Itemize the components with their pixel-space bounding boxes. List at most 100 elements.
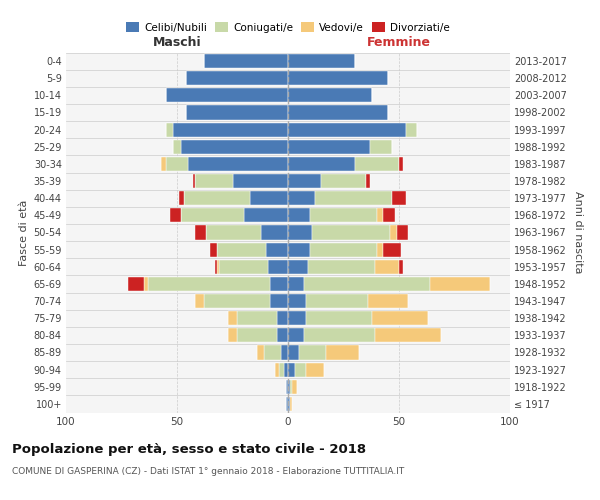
Bar — [377, 208, 383, 222]
Bar — [288, 362, 295, 376]
Bar — [184, 191, 250, 205]
Bar — [288, 346, 299, 360]
Bar — [366, 174, 370, 188]
Bar — [288, 277, 304, 291]
Bar — [270, 277, 288, 291]
Bar — [263, 346, 281, 360]
Bar — [306, 294, 368, 308]
Bar — [228, 311, 237, 325]
Bar — [215, 260, 217, 274]
Bar — [288, 140, 370, 154]
Bar — [161, 157, 166, 171]
Bar — [195, 174, 233, 188]
Bar — [195, 226, 206, 239]
Bar — [290, 380, 292, 394]
Bar — [286, 380, 288, 394]
Bar — [306, 311, 373, 325]
Bar — [281, 346, 288, 360]
Bar — [373, 311, 428, 325]
Bar — [288, 380, 290, 394]
Bar — [173, 122, 288, 136]
Bar — [314, 191, 392, 205]
Bar — [166, 157, 188, 171]
Bar — [257, 346, 263, 360]
Bar — [128, 277, 144, 291]
Bar — [355, 157, 399, 171]
Bar — [397, 226, 408, 239]
Bar — [148, 277, 270, 291]
Bar — [288, 174, 322, 188]
Bar — [268, 260, 288, 274]
Text: Maschi: Maschi — [152, 36, 202, 49]
Bar — [170, 208, 181, 222]
Bar — [284, 362, 288, 376]
Bar — [306, 362, 323, 376]
Bar — [277, 328, 288, 342]
Bar — [206, 226, 262, 239]
Bar — [288, 328, 304, 342]
Bar — [203, 54, 288, 68]
Bar — [237, 311, 277, 325]
Bar — [173, 140, 181, 154]
Bar — [399, 157, 403, 171]
Bar — [286, 397, 288, 411]
Bar — [228, 328, 237, 342]
Text: Popolazione per età, sesso e stato civile - 2018: Popolazione per età, sesso e stato civil… — [12, 442, 366, 456]
Bar — [304, 277, 430, 291]
Text: COMUNE DI GASPERINA (CZ) - Dati ISTAT 1° gennaio 2018 - Elaborazione TUTTITALIA.: COMUNE DI GASPERINA (CZ) - Dati ISTAT 1°… — [12, 468, 404, 476]
Bar — [288, 226, 313, 239]
Bar — [277, 311, 288, 325]
Bar — [370, 140, 392, 154]
Bar — [288, 106, 388, 120]
Bar — [188, 157, 288, 171]
Bar — [217, 260, 219, 274]
Bar — [322, 174, 366, 188]
Bar — [288, 71, 388, 85]
Bar — [299, 346, 326, 360]
Bar — [262, 226, 288, 239]
Bar — [288, 157, 355, 171]
Bar — [392, 191, 406, 205]
Bar — [275, 362, 279, 376]
Bar — [288, 294, 306, 308]
Bar — [203, 294, 270, 308]
Y-axis label: Anni di nascita: Anni di nascita — [572, 191, 583, 274]
Bar — [193, 174, 195, 188]
Bar — [250, 191, 288, 205]
Bar — [288, 208, 310, 222]
Bar — [179, 191, 184, 205]
Bar — [399, 260, 403, 274]
Bar — [288, 242, 310, 256]
Bar — [186, 71, 288, 85]
Bar — [377, 242, 383, 256]
Bar — [288, 311, 306, 325]
Bar — [292, 380, 297, 394]
Bar — [237, 328, 277, 342]
Bar — [390, 226, 397, 239]
Bar — [383, 242, 401, 256]
Bar — [288, 54, 355, 68]
Bar — [288, 397, 290, 411]
Bar — [270, 294, 288, 308]
Bar — [310, 208, 377, 222]
Text: Femmine: Femmine — [367, 36, 431, 49]
Bar — [374, 328, 441, 342]
Bar — [181, 140, 288, 154]
Bar — [210, 242, 217, 256]
Bar — [310, 242, 377, 256]
Bar — [313, 226, 390, 239]
Bar — [219, 260, 268, 274]
Bar — [368, 294, 408, 308]
Bar — [308, 260, 374, 274]
Bar — [288, 260, 308, 274]
Bar — [166, 88, 288, 102]
Bar — [288, 191, 314, 205]
Bar — [383, 208, 395, 222]
Bar — [195, 294, 203, 308]
Bar — [288, 122, 406, 136]
Bar — [244, 208, 288, 222]
Legend: Celibi/Nubili, Coniugati/e, Vedovi/e, Divorziati/e: Celibi/Nubili, Coniugati/e, Vedovi/e, Di… — [122, 18, 454, 36]
Bar — [290, 397, 292, 411]
Bar — [186, 106, 288, 120]
Bar — [181, 208, 244, 222]
